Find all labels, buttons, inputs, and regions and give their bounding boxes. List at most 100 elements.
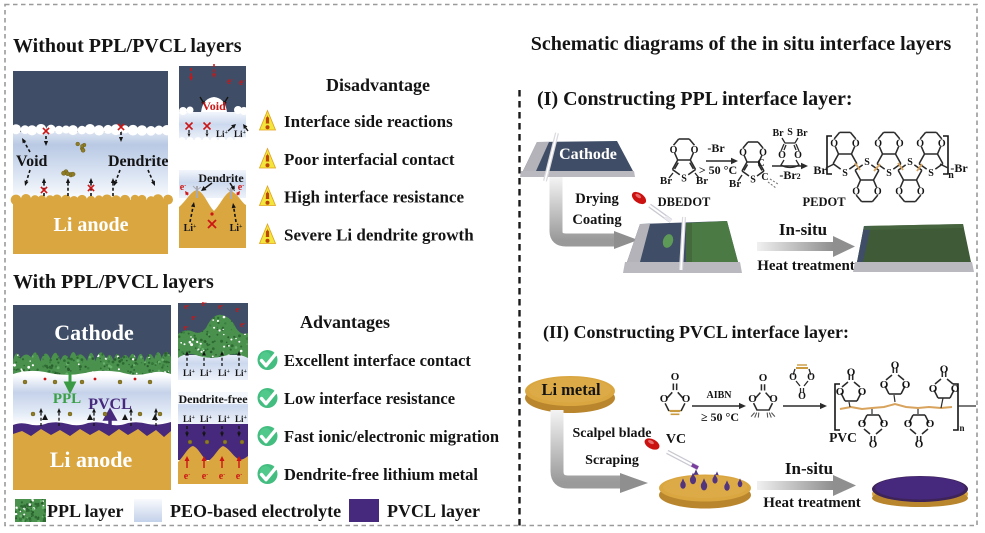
svg-text:PPL layer: PPL layer xyxy=(47,501,123,521)
svg-text:O: O xyxy=(847,367,856,379)
svg-text:Void: Void xyxy=(202,99,226,113)
svg-text:O: O xyxy=(759,148,767,159)
svg-text:Excellent interface contact: Excellent interface contact xyxy=(284,351,471,370)
svg-text:PEDOT: PEDOT xyxy=(802,195,846,209)
svg-text:n: n xyxy=(948,170,954,181)
svg-text:Fast ionic/electronic migratio: Fast ionic/electronic migration xyxy=(284,427,499,446)
svg-text:O: O xyxy=(671,371,680,383)
svg-text:O: O xyxy=(858,386,867,398)
svg-text:PVCL: PVCL xyxy=(88,396,132,413)
svg-text:PVC: PVC xyxy=(829,430,857,445)
svg-text:O: O xyxy=(926,418,935,430)
svg-text:Li+: Li+ xyxy=(218,368,231,378)
svg-text:O: O xyxy=(852,139,860,150)
svg-text:e-: e- xyxy=(184,471,190,482)
svg-text:S: S xyxy=(886,168,892,179)
svg-text:Dendrite: Dendrite xyxy=(198,171,244,185)
svg-text:O: O xyxy=(929,383,938,395)
svg-text:n: n xyxy=(959,423,964,433)
svg-text:O: O xyxy=(915,439,924,451)
svg-text:Advantages: Advantages xyxy=(300,312,390,332)
svg-text:O: O xyxy=(869,439,878,451)
svg-text:(II) Constructing PVCL interfa: (II) Constructing PVCL interface layer: xyxy=(543,322,849,343)
svg-text:Li+: Li+ xyxy=(218,414,231,424)
svg-text:O: O xyxy=(759,372,768,384)
svg-text:O: O xyxy=(778,150,786,161)
svg-text:e-: e- xyxy=(239,77,245,87)
svg-text:e-: e- xyxy=(238,182,244,193)
svg-text:O: O xyxy=(896,139,904,150)
svg-text:-Br2: -Br2 xyxy=(779,168,800,182)
svg-text:O: O xyxy=(874,186,882,197)
svg-text:O: O xyxy=(769,393,778,405)
svg-text:Li+: Li+ xyxy=(183,414,196,424)
svg-text:In-situ: In-situ xyxy=(785,459,833,478)
svg-text:Cathode: Cathode xyxy=(559,146,617,163)
svg-text:C: C xyxy=(761,172,768,183)
svg-text:O: O xyxy=(852,186,860,197)
svg-text:O: O xyxy=(670,145,678,156)
svg-text:Li+: Li+ xyxy=(230,223,243,234)
svg-text:O: O xyxy=(916,139,924,150)
svg-text:O: O xyxy=(880,379,889,391)
svg-text:Dendrite-free lithium metal: Dendrite-free lithium metal xyxy=(284,465,478,484)
svg-text:O: O xyxy=(660,393,669,405)
svg-text:Br: Br xyxy=(813,163,827,177)
svg-text:S: S xyxy=(750,175,756,186)
svg-text:O: O xyxy=(807,372,815,383)
svg-text:O: O xyxy=(858,418,867,430)
svg-text:O: O xyxy=(891,360,900,372)
svg-text:VC: VC xyxy=(666,432,686,447)
svg-text:O: O xyxy=(798,391,806,402)
svg-text:PVCL: PVCL xyxy=(387,501,436,521)
svg-text:layer: layer xyxy=(441,501,480,521)
svg-text:O: O xyxy=(836,386,845,398)
svg-text:O: O xyxy=(794,150,802,161)
svg-text:S: S xyxy=(907,157,913,168)
svg-text:Li anode: Li anode xyxy=(50,447,133,472)
svg-text:Low interface resistance: Low interface resistance xyxy=(284,389,455,408)
svg-text:e-: e- xyxy=(184,302,190,311)
svg-text:PEO-based electrolyte: PEO-based electrolyte xyxy=(170,501,341,521)
svg-text:Li+: Li+ xyxy=(235,368,248,378)
svg-text:Li+: Li+ xyxy=(234,129,247,139)
svg-text:Heat treatment: Heat treatment xyxy=(757,258,855,274)
svg-text:e-: e- xyxy=(235,305,241,314)
svg-text:O: O xyxy=(940,364,949,376)
svg-text:Severe Li dendrite growth: Severe Li dendrite growth xyxy=(284,226,474,245)
svg-text:Scalpel blade: Scalpel blade xyxy=(573,426,652,441)
svg-text:> 50 °C: > 50 °C xyxy=(699,163,737,177)
svg-text:C: C xyxy=(757,158,764,169)
svg-text:Without PPL/PVCL layers: Without PPL/PVCL layers xyxy=(13,35,242,57)
svg-text:-Br: -Br xyxy=(950,161,968,175)
svg-text:Interface side reactions: Interface side reactions xyxy=(284,112,453,131)
svg-text:O: O xyxy=(748,393,757,405)
svg-text:Poor interfacial contact: Poor interfacial contact xyxy=(284,150,455,169)
svg-text:e-: e- xyxy=(219,471,225,482)
svg-text:e-: e- xyxy=(191,313,197,322)
svg-text:Li+: Li+ xyxy=(200,368,213,378)
svg-text:Br: Br xyxy=(796,128,808,139)
svg-text:O: O xyxy=(902,379,911,391)
svg-text:Schematic diagrams of the in s: Schematic diagrams of the in situ interf… xyxy=(531,33,952,55)
svg-text:e-: e- xyxy=(240,320,246,329)
svg-text:-Br: -Br xyxy=(707,141,725,155)
svg-text:Void: Void xyxy=(16,153,48,170)
svg-text:Li+: Li+ xyxy=(235,414,248,424)
svg-text:e-: e- xyxy=(183,323,189,332)
svg-text:Dendrite-free: Dendrite-free xyxy=(178,392,248,406)
svg-text:e-: e- xyxy=(180,182,186,193)
svg-text:PPL: PPL xyxy=(53,391,81,407)
svg-text:e-: e- xyxy=(218,302,224,311)
svg-text:O: O xyxy=(895,186,903,197)
svg-text:O: O xyxy=(830,139,838,150)
svg-text:High interface resistance: High interface resistance xyxy=(284,188,464,207)
svg-text:O: O xyxy=(691,145,699,156)
svg-text:Scraping: Scraping xyxy=(585,453,639,468)
svg-text:Cathode: Cathode xyxy=(54,320,134,345)
svg-text:Dendrite: Dendrite xyxy=(108,153,168,170)
svg-text:S: S xyxy=(864,157,870,168)
svg-text:O: O xyxy=(739,148,747,159)
svg-text:O: O xyxy=(880,418,889,430)
svg-text:Disadvantage: Disadvantage xyxy=(326,75,430,95)
